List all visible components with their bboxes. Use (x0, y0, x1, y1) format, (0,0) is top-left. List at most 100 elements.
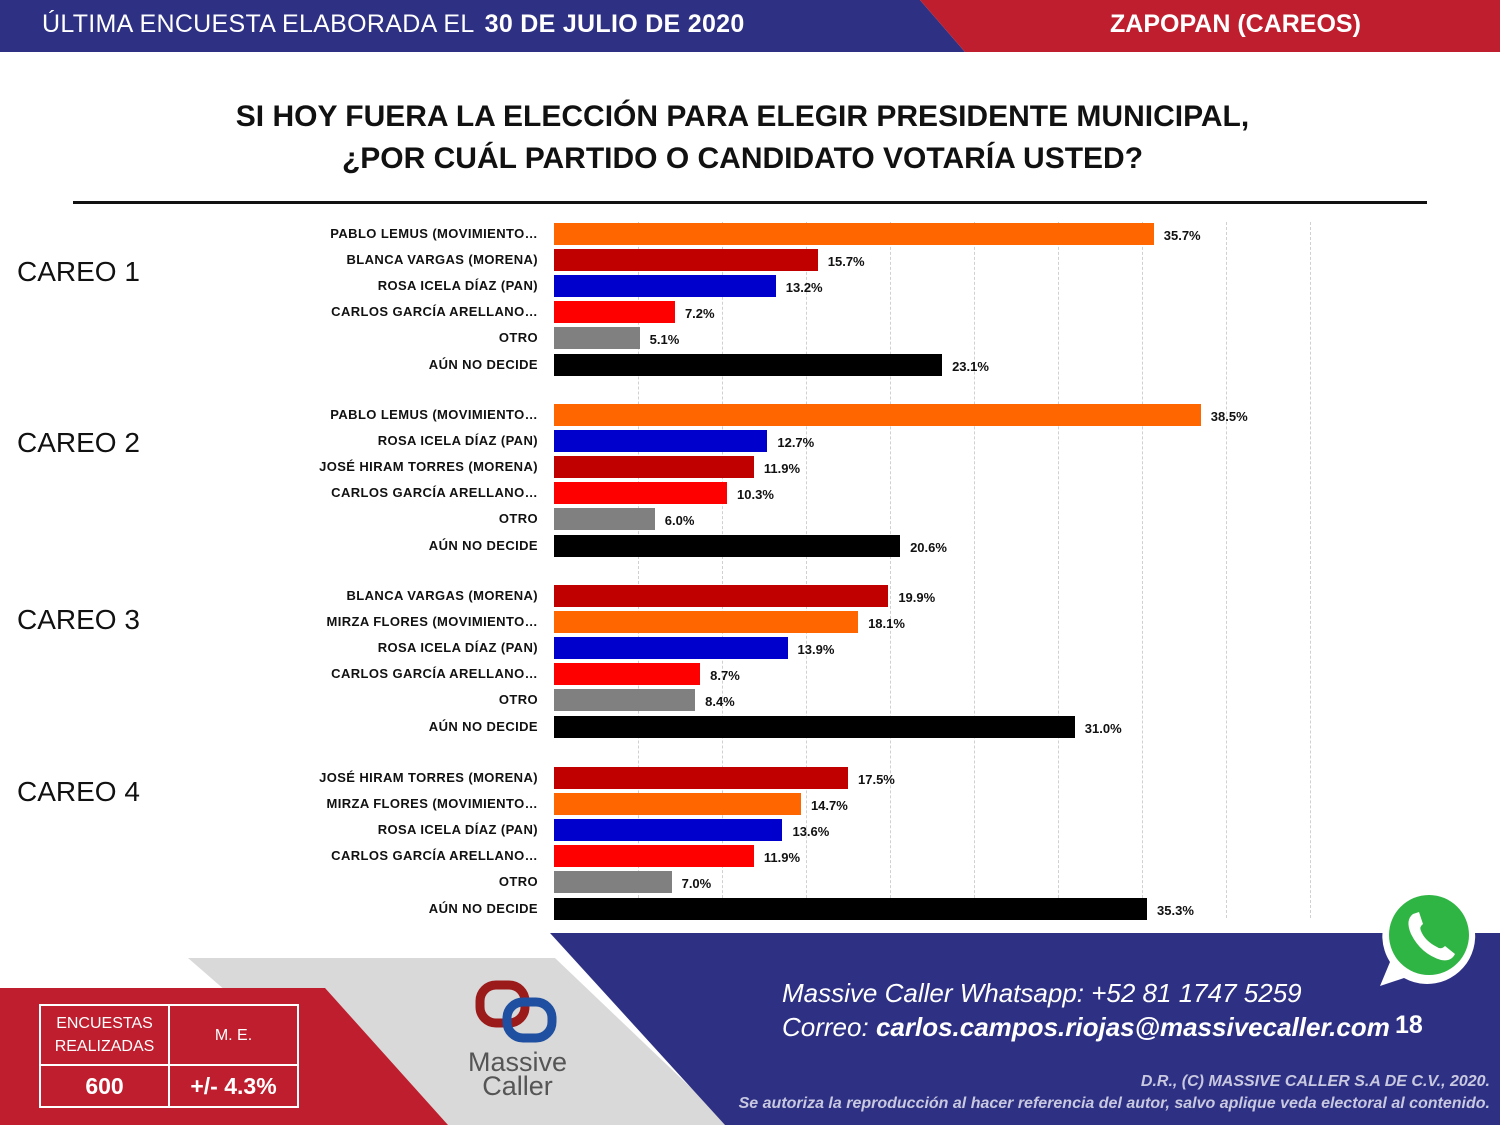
survey-date: 30 DE JULIO DE 2020 (484, 10, 745, 38)
location-header: ZAPOPAN (CAREOS) (1110, 10, 1361, 38)
data-label: 17.5% (858, 772, 895, 787)
bar (554, 793, 801, 816)
category-label: OTRO (498, 692, 538, 708)
careo-label: CAREO 1 (17, 256, 140, 287)
bar (554, 456, 754, 479)
category-label: AÚN NO DECIDE (428, 718, 538, 734)
data-label: 7.2% (684, 306, 715, 322)
category-label: ROSA ICELA DÍAZ (PAN) (377, 640, 538, 656)
gridline (638, 222, 639, 918)
category-label: BLANCA VARGAS (MORENA) (346, 252, 538, 268)
bar (554, 353, 943, 376)
data-label: 13.2% (785, 280, 823, 296)
bar (554, 534, 901, 557)
header-red-band (920, 0, 1500, 52)
bar (554, 715, 1075, 738)
category-label: OTRO (498, 874, 538, 890)
data-label: 8.7% (710, 668, 740, 684)
bar (554, 611, 859, 634)
data-label: 7.0% (681, 876, 712, 892)
gridline (1142, 222, 1143, 918)
category-label: ROSA ICELA DÍAZ (PAN) (377, 822, 538, 838)
category-label: PABLO LEMUS (MOVIMIENTO… (330, 407, 538, 422)
bar (554, 767, 848, 789)
title-line-1: SI HOY FUERA LA ELECCIÓN PARA ELEGIR PRE… (235, 100, 1250, 133)
bar (554, 482, 728, 505)
copyright-text: D.R., (C) MASSIVE CALLER S.A DE C.V., 20… (1140, 1073, 1490, 1090)
careo-label: CAREO 2 (17, 427, 140, 458)
margin-error-value: +/- 4.3% (168, 1064, 299, 1108)
data-label: 11.9% (763, 461, 801, 477)
gridline (974, 222, 975, 918)
whatsapp-icon[interactable] (1376, 884, 1482, 990)
data-label: 15.7% (827, 254, 865, 270)
data-label: 13.9% (797, 642, 835, 658)
category-label: MIRZA FLORES (MOVIMIENTO… (326, 796, 538, 812)
email-contact: Correo: carlos.campos.riojas@massivecall… (782, 1012, 1390, 1042)
category-label: CARLOS GARCÍA ARELLANO… (331, 666, 538, 682)
bar (554, 249, 818, 272)
category-label: JOSÉ HIRAM TORRES (MORENA) (319, 770, 538, 785)
category-label: OTRO (498, 330, 538, 346)
data-label: 11.9% (763, 850, 801, 866)
page-number: 18 (1395, 1011, 1423, 1039)
bar (554, 689, 696, 712)
category-label: CARLOS GARCÍA ARELLANO… (331, 304, 538, 320)
data-label: 20.6% (910, 539, 947, 555)
data-label: 31.0% (1084, 720, 1122, 736)
careo-label: CAREO 4 (17, 776, 140, 807)
gridline (1058, 222, 1059, 918)
header-blue-band (0, 0, 965, 52)
gridline (1310, 222, 1311, 918)
category-label: ROSA ICELA DÍAZ (PAN) (377, 433, 538, 449)
bar (554, 430, 768, 453)
bar (554, 637, 788, 660)
bar (554, 871, 672, 894)
data-label: 19.9% (898, 590, 936, 605)
data-label: 18.1% (868, 616, 905, 632)
bar (554, 897, 1148, 920)
bar (554, 845, 754, 868)
massive-caller-logo-icon (475, 980, 557, 1043)
data-label: 35.3% (1157, 902, 1194, 918)
bar (554, 327, 640, 350)
gridline (722, 222, 723, 918)
careo-label: CAREO 3 (17, 604, 140, 635)
category-label: MIRZA FLORES (MOVIMIENTO… (326, 614, 538, 630)
surveys-value: 600 (39, 1064, 170, 1108)
data-label: 8.4% (705, 694, 735, 710)
gridline (1226, 222, 1227, 918)
data-label: 14.7% (810, 798, 848, 814)
whatsapp-number[interactable]: +52 81 1747 5259 (1091, 978, 1302, 1008)
category-label: AÚN NO DECIDE (428, 356, 538, 372)
data-label: 23.1% (952, 358, 989, 374)
category-label: AÚN NO DECIDE (428, 537, 538, 553)
margin-error-header: M. E. (168, 1004, 299, 1066)
bar (554, 508, 655, 531)
data-label: 10.3% (737, 487, 774, 503)
data-label: 12.7% (777, 435, 815, 451)
bar (554, 585, 889, 607)
survey-stats-table: ENCUESTAS REALIZADAS M. E. 600 +/- 4.3% (39, 1004, 299, 1108)
bar (554, 223, 1154, 245)
bar (554, 404, 1201, 426)
footer-blue-band (550, 933, 1500, 1125)
category-label: PABLO LEMUS (MOVIMIENTO… (330, 226, 538, 241)
data-label: 13.6% (792, 824, 830, 840)
bar (554, 819, 783, 842)
category-label: CARLOS GARCÍA ARELLANO… (331, 848, 538, 864)
survey-date-header: ÚLTIMA ENCUESTA ELABORADA EL 30 DE JULIO … (42, 10, 745, 39)
page-title: SI HOY FUERA LA ELECCIÓN PARA ELEGIR PRE… (0, 96, 1485, 180)
category-label: AÚN NO DECIDE (428, 900, 538, 916)
category-label: JOSÉ HIRAM TORRES (MORENA) (319, 459, 538, 475)
email-link[interactable]: carlos.campos.riojas@massivecaller.com (875, 1012, 1390, 1042)
logo-text: Massive Caller (467, 1047, 568, 1101)
bar (554, 275, 776, 298)
whatsapp-contact: Massive Caller Whatsapp: +52 81 1747 525… (782, 978, 1302, 1008)
reproduction-notice: Se autoriza la reproducción al hacer ref… (738, 1095, 1490, 1112)
surveys-header: ENCUESTAS REALIZADAS (39, 1004, 170, 1066)
data-label: 35.7% (1163, 228, 1201, 243)
title-divider (73, 201, 1427, 204)
bar (554, 663, 701, 686)
